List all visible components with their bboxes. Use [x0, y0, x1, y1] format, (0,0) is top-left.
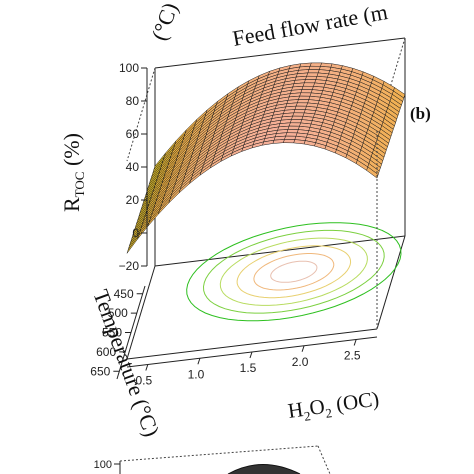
surface-cell [298, 95, 311, 100]
surface-cell [294, 105, 307, 110]
surface-cell [292, 112, 305, 117]
y-tick-label: 550 [102, 326, 122, 340]
contour-ring [186, 222, 402, 322]
surface-cell [285, 132, 298, 137]
plot-box-front [126, 131, 378, 360]
contour-ring [202, 229, 385, 314]
x-tick-mark [197, 358, 201, 365]
x-tick-mark [301, 345, 305, 352]
surface-plot-panel-b: −20 0 20 40 60 80 100 450 500 550 600 650 0.5 1.0 1.… [59, 37, 431, 440]
surface-cell [288, 122, 302, 127]
surface-cell [296, 99, 310, 104]
panel-label: (b) [410, 104, 431, 123]
feed-flow-axis-label-fragment: Feed flow rate (m [231, 0, 390, 51]
x-tick-label: 2.0 [292, 355, 309, 369]
y-axis: 450 500 550 600 650 [90, 285, 146, 380]
contour-ring [219, 237, 368, 306]
surface-cell [303, 79, 317, 84]
surface-cell [306, 72, 319, 77]
surface-cell [309, 62, 323, 67]
z-axis: −20 0 20 40 60 80 100 [119, 61, 148, 273]
x-axis-title: H2O2 (OC) [286, 386, 381, 426]
surface-cell [305, 75, 318, 80]
box-edge-back-5 [154, 37, 406, 69]
z-tick-label: 80 [126, 94, 140, 108]
surface-cell [293, 109, 306, 114]
contour-projection [186, 222, 402, 322]
x-tick-label: 0.5 [135, 374, 152, 388]
contour-ring [253, 253, 335, 291]
z-tick-label: 0 [132, 226, 139, 240]
z-tick-label-next-panel: 100 [94, 459, 112, 471]
y-tick-label: 450 [114, 287, 134, 301]
surface-cell [299, 92, 312, 97]
box-edge-back-2 [126, 265, 156, 360]
surface-cell [366, 166, 379, 179]
surface-cell [300, 89, 313, 94]
box-edge-dotted-left [126, 67, 156, 162]
response-surface [126, 62, 406, 254]
z-tick-label: 20 [126, 193, 140, 207]
surface-cell [284, 135, 297, 140]
surface-cell [307, 69, 320, 74]
surface-cell [282, 139, 296, 144]
surface-cell [287, 125, 300, 130]
next-panel-fragment: 100 [94, 445, 331, 474]
y-tick-label: 500 [108, 306, 128, 320]
x-tick-mark [145, 364, 149, 371]
surface-cell [301, 85, 314, 90]
z-tick-label: 100 [119, 61, 139, 75]
x-axis: 0.5 1.0 1.5 2.0 2.5 [126, 336, 378, 388]
x-tick-label: 1.5 [240, 361, 257, 375]
surface-cell [308, 65, 321, 70]
z-tick-label: 60 [126, 127, 140, 141]
y-tick-label: 650 [90, 364, 110, 378]
rotated-axis-label-fragment: (°C) [146, 0, 183, 44]
surface-cell [291, 115, 304, 120]
surface-cell [286, 129, 299, 134]
surface-cell [272, 139, 285, 144]
surface-cell [126, 235, 139, 254]
previous-panel-fragment: (°C) Feed flow rate (m [146, 0, 389, 51]
contour-ring [270, 260, 318, 283]
x-tick-label: 2.5 [344, 349, 361, 363]
x-tick-mark [353, 339, 357, 346]
contour-ring [236, 245, 352, 299]
z-tick-label: 40 [126, 160, 140, 174]
surface-cell [293, 139, 306, 145]
surface-cell [289, 119, 303, 124]
x-tick-mark [249, 351, 253, 359]
surface-cell [295, 102, 309, 107]
y-tick-label: 600 [96, 345, 116, 359]
z-tick-label: −20 [119, 259, 140, 273]
surface-cell [302, 82, 316, 87]
box-edge-front-bottom [126, 328, 378, 360]
x-tick-label: 1.0 [188, 367, 205, 381]
z-axis-title: RTOC (%) [59, 133, 87, 212]
